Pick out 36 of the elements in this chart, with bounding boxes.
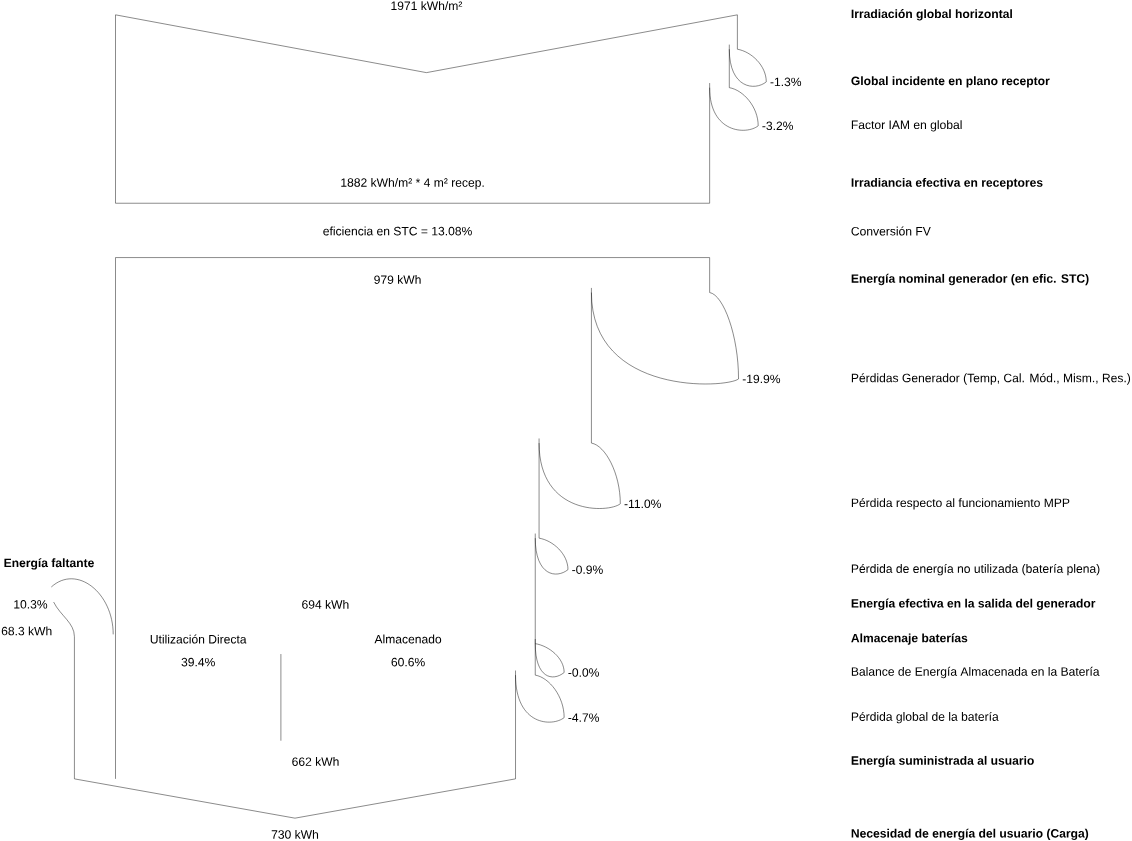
data-label: -11.0%: [624, 499, 661, 508]
data-label: -0.0%: [568, 668, 599, 677]
text: Energía faltante: [4, 558, 94, 570]
category-label: Factor IAM en global: [851, 120, 962, 132]
category-label: Pérdida de energía no utilizada (batería plena): [851, 563, 1100, 576]
category-label: Conversión FV: [851, 226, 931, 236]
category-label: Energía efectiva en la salida del generador: [851, 598, 1096, 610]
category-label: Pérdidas Generador (Temp, Cal. Mód., Mism., Res.): [851, 373, 1131, 385]
category-label: Balance de Energía Almacenada en la Batería: [851, 666, 1100, 679]
data-label: 694 kWh: [302, 599, 349, 609]
text: 68.3 kWh: [1, 626, 52, 636]
data-label: 979 kWh: [374, 275, 421, 284]
data-label: -19.9%: [742, 374, 781, 384]
data-label: -4.7%: [568, 713, 599, 722]
text: Almacenado: [374, 634, 442, 644]
category-label: Energía nominal generador (en efic. STC): [851, 273, 1089, 286]
data-label: -0.9%: [572, 565, 603, 574]
category-label: Necesidad de energía del usuario (Carga): [851, 828, 1089, 840]
text: 60.6%: [391, 657, 425, 667]
text: 39.4%: [181, 657, 215, 667]
data-label: -3.2%: [762, 121, 794, 130]
data-label: 1882 kWh/m² * 4 m² recep.: [341, 177, 484, 190]
data-label: 1971 kWh/m²: [391, 1, 463, 10]
data-label: eficiencia en STC = 13.08%: [323, 226, 472, 236]
category-label: Pérdida respecto al funcionamiento MPP: [851, 497, 1070, 510]
category-label: Energía suministrada al usuario: [851, 755, 1034, 768]
data-label: 662 kWh: [292, 757, 339, 766]
category-label: Almacenaje baterías: [851, 633, 968, 645]
text: 10.3%: [14, 599, 48, 609]
category-label: Irradiancia efectiva en receptores: [851, 177, 1043, 190]
category-label: Pérdida global de la batería: [851, 711, 999, 724]
data-label: 730 kWh: [271, 829, 319, 839]
data-label: -1.3%: [770, 77, 802, 87]
category-label: Irradiación global horizontal: [851, 9, 1012, 21]
text: Utilización Directa: [150, 634, 247, 644]
category-label: Global incidente en plano receptor: [851, 76, 1050, 88]
